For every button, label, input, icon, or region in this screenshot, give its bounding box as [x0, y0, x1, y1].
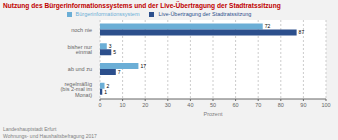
html-text:Live-Übertragung der Stadtrats: Live-Übertragung der Stadtratssitzung — [158, 11, 252, 17]
html-text:Landeshauptstadt Erfurt: Landeshauptstadt Erfurt — [3, 126, 57, 132]
svg-text:60: 60 — [233, 102, 239, 108]
svg-text:ab und zu: ab und zu — [68, 66, 92, 72]
html-text:Nutzung des Bürgerinformations: Nutzung des Bürgerinformationssystems un… — [3, 2, 281, 9]
svg-text:noch nie: noch nie — [71, 27, 92, 33]
svg-text:Prozent: Prozent — [204, 111, 223, 116]
svg-text:72: 72 — [265, 23, 271, 29]
svg-text:regelmäßig(bis 2-mal imMonat): regelmäßig(bis 2-mal imMonat) — [61, 81, 93, 98]
svg-text:2: 2 — [106, 82, 110, 89]
svg-text:1: 1 — [104, 89, 107, 95]
svg-text:80: 80 — [278, 102, 284, 108]
svg-text:0: 0 — [98, 102, 101, 108]
svg-text:40: 40 — [187, 102, 193, 108]
html-text:Wohnungs- und Haushaltsbefragu: Wohnungs- und Haushaltsbefragung 2017 — [3, 132, 97, 139]
svg-text:100: 100 — [321, 102, 330, 108]
svg-text:70: 70 — [255, 102, 261, 108]
svg-text:90: 90 — [300, 102, 306, 108]
svg-text:87: 87 — [299, 29, 305, 35]
svg-text:17: 17 — [140, 63, 146, 69]
svg-text:50: 50 — [210, 102, 216, 108]
svg-text:7: 7 — [118, 69, 121, 75]
svg-text:bisher nureinmal: bisher nureinmal — [68, 44, 93, 56]
html-text:Bürgerinformationssystem: Bürgerinformationssystem — [75, 11, 140, 17]
svg-text:3: 3 — [109, 43, 112, 49]
svg-text:30: 30 — [165, 102, 171, 108]
svg-text:20: 20 — [142, 102, 148, 108]
svg-text:5: 5 — [113, 49, 116, 55]
svg-text:10: 10 — [120, 102, 126, 108]
